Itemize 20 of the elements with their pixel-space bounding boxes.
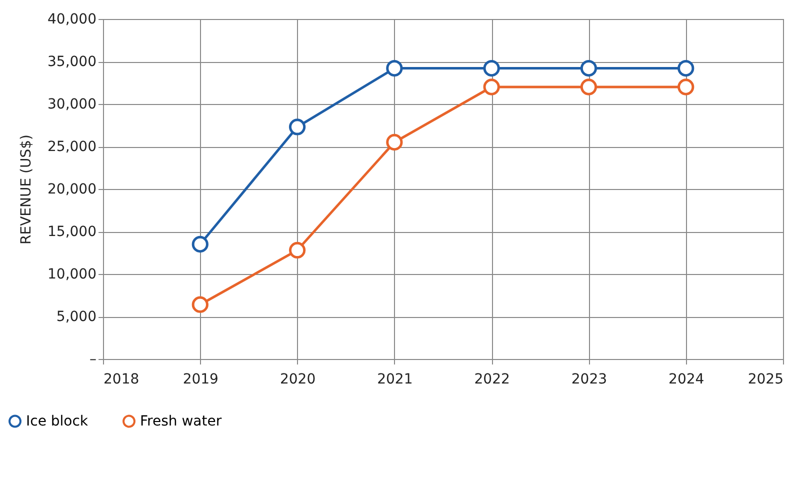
x-tick-label: 2020 bbox=[280, 372, 316, 388]
y-tick-label: – bbox=[90, 352, 96, 368]
x-tick-label: 2021 bbox=[377, 372, 413, 388]
y-axis-title: REVENUE (US$) bbox=[18, 134, 35, 244]
y-tick-label: 35,000 bbox=[48, 54, 96, 70]
y-tick-label: 30,000 bbox=[48, 96, 96, 112]
x-tick-label: 2022 bbox=[474, 372, 510, 388]
legend-label: Ice block bbox=[26, 413, 89, 430]
x-tick-label: 2019 bbox=[182, 372, 218, 388]
y-tick-label: 5,000 bbox=[56, 309, 96, 325]
x-tick-label: 2023 bbox=[571, 372, 608, 388]
y-tick-label: 25,000 bbox=[48, 139, 96, 155]
x-tick-label: 2018 bbox=[104, 372, 140, 388]
y-tick-label: 15,000 bbox=[48, 224, 96, 240]
y-tick-label: 40,000 bbox=[48, 12, 96, 28]
legend-label: Fresh water bbox=[140, 413, 222, 430]
x-tick-label: 2025 bbox=[748, 372, 784, 388]
y-tick-label: 10,000 bbox=[48, 266, 96, 282]
x-tick-label: 2024 bbox=[668, 372, 704, 388]
y-tick-label: 20,000 bbox=[48, 182, 96, 198]
